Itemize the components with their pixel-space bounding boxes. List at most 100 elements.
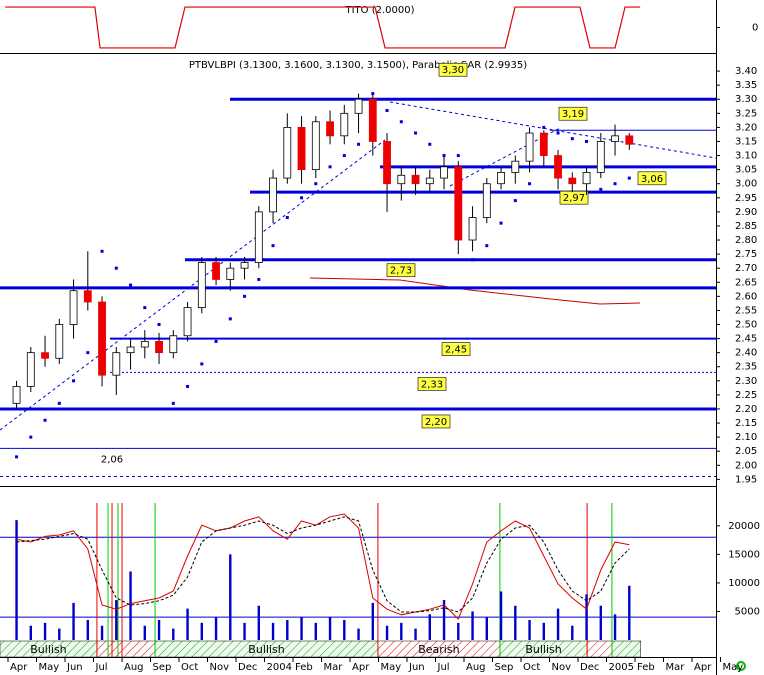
volume-bar xyxy=(328,617,332,640)
volume-bar xyxy=(628,585,631,640)
level-label: 2,97 xyxy=(563,193,585,204)
volume-bar xyxy=(442,600,446,640)
stochastic-line xyxy=(16,516,630,613)
candle-body xyxy=(383,141,391,185)
y-tick-label: 2.55 xyxy=(735,305,757,316)
y-tick-label: 2.80 xyxy=(735,235,757,246)
candle-body xyxy=(440,166,448,179)
trend-line xyxy=(389,101,717,159)
candle-body xyxy=(140,340,149,348)
y-tick-label: 2.45 xyxy=(735,334,757,345)
sar-dot xyxy=(29,435,33,439)
sar-dot xyxy=(300,196,304,200)
y-tick-label: 3.40 xyxy=(735,66,757,77)
volume-bar xyxy=(314,622,317,640)
y-tick-label: 2.35 xyxy=(735,362,757,373)
candle-body xyxy=(297,126,306,171)
sar-dot xyxy=(399,120,403,124)
level-label-box xyxy=(386,263,416,278)
candle-body xyxy=(112,352,121,376)
x-tick-label: May xyxy=(723,662,744,673)
y-tick-label: 2.15 xyxy=(735,418,757,429)
candle-body xyxy=(212,262,220,280)
volume-bar xyxy=(143,625,146,640)
candle-body xyxy=(311,121,320,171)
sar-dot xyxy=(200,362,204,366)
volume-bar xyxy=(29,625,32,640)
candle-body xyxy=(368,98,377,142)
candle-body xyxy=(226,267,235,280)
x-tick-label: Sep xyxy=(153,662,172,673)
y-tick-label: 3.20 xyxy=(735,122,757,133)
x-tick-label: Jun xyxy=(408,662,425,673)
level-label: 3,06 xyxy=(641,174,663,185)
candle-body xyxy=(497,172,505,185)
level-label-box xyxy=(558,106,588,121)
sar-dot xyxy=(485,244,489,248)
sar-dot xyxy=(513,199,517,203)
volume-bar xyxy=(43,622,47,640)
volume-bar xyxy=(172,628,175,640)
sar-dot xyxy=(157,323,161,326)
plot: 0 3.40 3.35 3.30 3.25 3.20 3.15 3.10 3.05 3.00 2.9… xyxy=(0,6,760,673)
sar-dot xyxy=(86,351,90,355)
volume-bar xyxy=(471,611,474,640)
volume-bar xyxy=(585,594,588,640)
level-label-box xyxy=(559,190,589,205)
candle-body xyxy=(197,262,206,309)
level-label: 2,33 xyxy=(421,379,443,390)
volume-bar xyxy=(58,628,61,640)
level-label: 2,73 xyxy=(390,266,412,277)
candle-body xyxy=(269,177,277,213)
candle-body xyxy=(482,183,491,218)
candle-body xyxy=(254,211,263,263)
x-tick-label: Apr xyxy=(10,662,28,673)
candle-body xyxy=(240,262,249,269)
sar-dot xyxy=(585,139,589,143)
y-tick-label: 2.25 xyxy=(735,390,757,401)
region-label: Bearish xyxy=(418,643,459,656)
level-label-box xyxy=(438,62,468,77)
y-tick-label: 2.10 xyxy=(735,432,757,443)
x-tick-label: Feb xyxy=(295,662,313,673)
signal-region xyxy=(586,640,613,658)
candle-body xyxy=(283,126,292,179)
y-tick-label: 3.05 xyxy=(735,165,757,176)
volume-bar xyxy=(343,620,346,640)
volume-bar xyxy=(115,600,118,640)
volume-bar xyxy=(72,602,75,640)
volume-bar xyxy=(200,622,203,640)
sar-dot xyxy=(257,277,261,281)
sar-dot xyxy=(328,165,332,169)
candle-body xyxy=(511,160,520,173)
candle-body xyxy=(625,135,634,145)
level-label-box xyxy=(637,171,667,186)
volume-bar xyxy=(542,622,545,640)
y-tick-label: 2.05 xyxy=(735,446,757,457)
sar-dot xyxy=(72,379,76,383)
x-tick-label: Mar xyxy=(324,662,344,673)
candle-body xyxy=(12,386,21,404)
region-label: Bullish xyxy=(30,643,66,656)
level-label: 2,06 xyxy=(101,454,123,465)
volume-bar xyxy=(371,602,374,640)
volume-bar xyxy=(613,614,617,640)
sar-dot xyxy=(428,142,432,146)
volume-bar xyxy=(485,617,488,640)
y-tick-label: 2.30 xyxy=(735,376,757,387)
sar-dot xyxy=(43,418,47,422)
y-tick-label: 10000 xyxy=(728,578,760,589)
y-tick-label: 2.00 xyxy=(735,460,757,471)
level-label: 2,20 xyxy=(425,417,447,428)
volume-bar xyxy=(499,591,503,640)
candle-body xyxy=(539,132,548,156)
indicator-title: TITO (2.0000) xyxy=(344,5,414,16)
candle-body xyxy=(454,166,463,241)
sar-dot xyxy=(385,109,389,112)
sar-dot xyxy=(285,216,289,219)
x-tick-label: Jul xyxy=(437,662,450,673)
candle-body xyxy=(354,98,363,114)
sar-dot xyxy=(171,401,175,405)
candle-body xyxy=(26,352,35,387)
y-tick-label: 20000 xyxy=(728,521,760,532)
